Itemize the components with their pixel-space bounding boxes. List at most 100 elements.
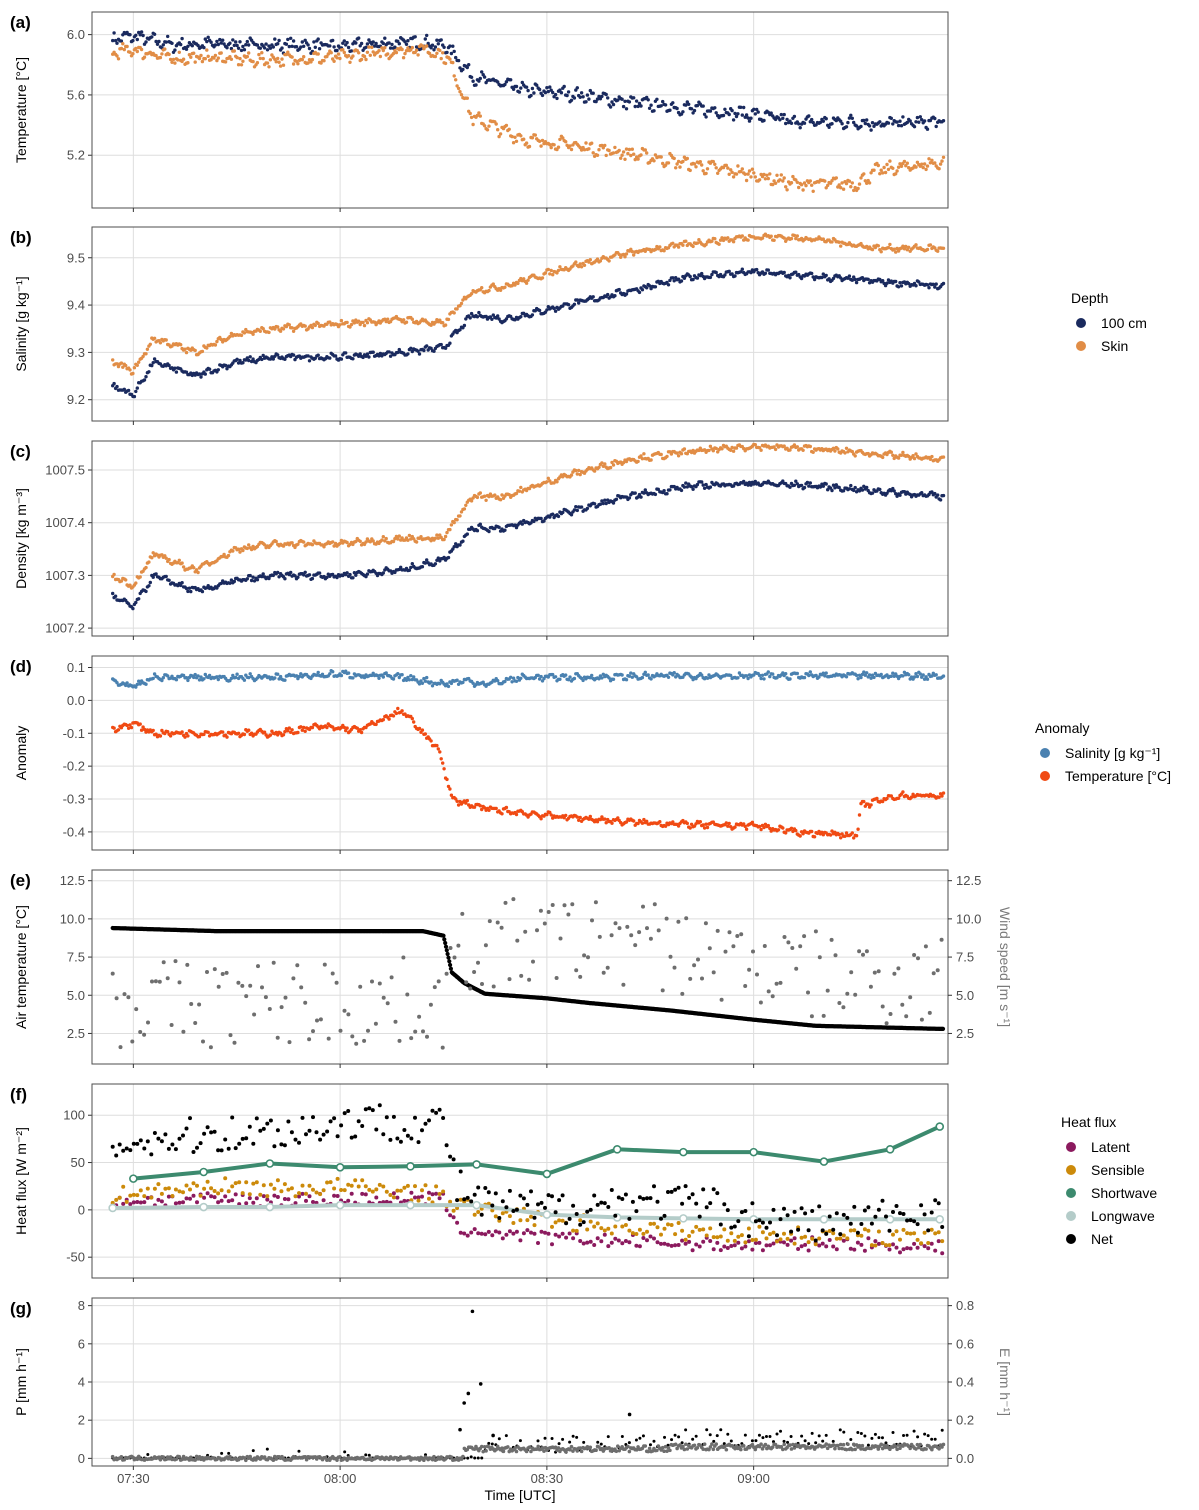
data-point [329, 51, 333, 55]
data-point [438, 48, 442, 53]
data-point [558, 137, 562, 142]
data-point [901, 115, 905, 119]
data-point [649, 103, 653, 107]
data-point [853, 485, 857, 490]
data-point [186, 61, 190, 65]
data-point [410, 349, 414, 354]
data-point [228, 334, 232, 339]
data-point [844, 181, 849, 186]
data-point [607, 259, 611, 263]
data-point [714, 166, 718, 170]
data-point [487, 494, 491, 499]
data-point [626, 151, 630, 156]
data-point [302, 573, 306, 577]
data-point [604, 153, 608, 158]
data-point [886, 245, 891, 250]
data-point [216, 56, 220, 60]
data-point [137, 597, 141, 601]
data-point [328, 44, 332, 48]
data-point [808, 481, 812, 485]
data-point [455, 307, 459, 311]
data-point [448, 527, 452, 532]
data-point [704, 242, 708, 247]
data-point [265, 61, 270, 65]
data-point [799, 183, 804, 187]
data-point [142, 727, 147, 732]
data-point [859, 675, 863, 680]
data-point [522, 137, 526, 141]
data-point [569, 473, 574, 477]
data-point [645, 819, 649, 823]
data-point [742, 105, 746, 110]
data-point [584, 141, 588, 145]
data-point [517, 489, 522, 493]
data-point [509, 675, 513, 679]
data-point [294, 674, 299, 678]
data-point [514, 139, 519, 143]
data-point [335, 48, 339, 53]
data-point [857, 182, 862, 186]
data-point [289, 730, 293, 734]
data-point [283, 357, 287, 361]
data-point [186, 678, 190, 683]
data-point [639, 153, 643, 157]
data-point [585, 93, 590, 97]
data-point [187, 586, 192, 590]
data-point [773, 447, 778, 452]
data-point [289, 570, 293, 575]
data-point [885, 673, 889, 677]
data-point [174, 370, 179, 374]
data-point [854, 673, 859, 678]
data-point [302, 44, 306, 48]
data-point [262, 543, 267, 547]
data-point [111, 358, 115, 362]
data-point [662, 249, 666, 253]
data-point [500, 493, 504, 497]
data-point [487, 288, 491, 293]
data-point [425, 33, 429, 38]
data-point [888, 159, 892, 163]
data-point [577, 264, 581, 269]
data-point [607, 148, 611, 153]
data-point [313, 45, 317, 49]
data-point [503, 285, 507, 289]
data-point [881, 171, 885, 175]
data-point [404, 320, 409, 324]
data-point [894, 279, 898, 284]
data-point [231, 38, 235, 42]
data-point [249, 731, 254, 735]
data-point [820, 275, 824, 280]
data-point [190, 44, 194, 48]
data-point [174, 678, 179, 682]
data-point [226, 553, 231, 558]
data-point [889, 674, 893, 678]
data-point [315, 673, 319, 677]
data-point [578, 262, 582, 266]
data-point [150, 35, 154, 39]
data-point [587, 817, 591, 821]
data-point [345, 540, 349, 545]
data-point [151, 575, 155, 579]
data-point [752, 171, 756, 175]
data-point [811, 189, 815, 193]
data-point [597, 148, 601, 152]
data-point [514, 525, 519, 530]
data-point [839, 119, 843, 123]
data-point [839, 836, 843, 840]
data-point [896, 123, 901, 128]
data-point [585, 506, 590, 511]
data-point [160, 52, 164, 56]
data-point [387, 717, 391, 721]
data-point [882, 165, 886, 170]
data-point [666, 161, 671, 165]
data-point [451, 44, 455, 48]
data-point [708, 444, 713, 448]
data-point [469, 115, 474, 120]
data-point [630, 249, 634, 254]
data-point [503, 82, 507, 87]
data-point [264, 42, 268, 46]
data-point [258, 56, 262, 61]
data-point [824, 273, 828, 278]
data-point [630, 147, 634, 151]
data-point [467, 62, 471, 67]
